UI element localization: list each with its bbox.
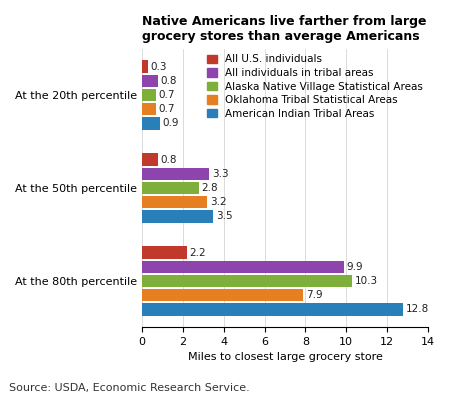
Text: 0.8: 0.8 [161, 76, 177, 86]
Bar [142, 75, 158, 87]
Bar [142, 275, 352, 287]
Text: 10.3: 10.3 [355, 276, 378, 286]
Text: Source: USDA, Economic Research Service.: Source: USDA, Economic Research Service. [9, 383, 250, 393]
Bar [142, 117, 160, 130]
Text: 3.2: 3.2 [210, 197, 226, 207]
Text: 0.3: 0.3 [151, 62, 167, 71]
Text: 0.8: 0.8 [161, 154, 177, 165]
Legend: All U.S. individuals, All individuals in tribal areas, Alaska Native Village Sta: All U.S. individuals, All individuals in… [207, 54, 423, 119]
Text: 3.3: 3.3 [212, 169, 229, 179]
Bar [142, 103, 156, 116]
X-axis label: Miles to closest large grocery store: Miles to closest large grocery store [188, 352, 382, 362]
Text: 2.2: 2.2 [189, 248, 206, 258]
Text: 0.7: 0.7 [159, 104, 175, 114]
Text: 9.9: 9.9 [346, 262, 363, 272]
Bar [142, 303, 404, 316]
Bar [142, 196, 207, 208]
Text: 12.8: 12.8 [406, 304, 429, 314]
Bar [142, 260, 344, 273]
Text: 7.9: 7.9 [306, 290, 322, 300]
Bar [142, 246, 187, 259]
Bar [142, 60, 148, 73]
Bar [142, 89, 156, 101]
Bar [142, 210, 213, 223]
Text: 0.7: 0.7 [159, 90, 175, 100]
Bar [142, 153, 158, 166]
Bar [142, 289, 303, 301]
Text: 0.9: 0.9 [163, 118, 179, 128]
Bar [142, 168, 209, 180]
Text: 3.5: 3.5 [216, 212, 233, 222]
Text: Native Americans live farther from large grocery stores than average Americans: Native Americans live farther from large… [142, 15, 427, 43]
Text: 2.8: 2.8 [202, 183, 218, 193]
Bar [142, 182, 199, 194]
